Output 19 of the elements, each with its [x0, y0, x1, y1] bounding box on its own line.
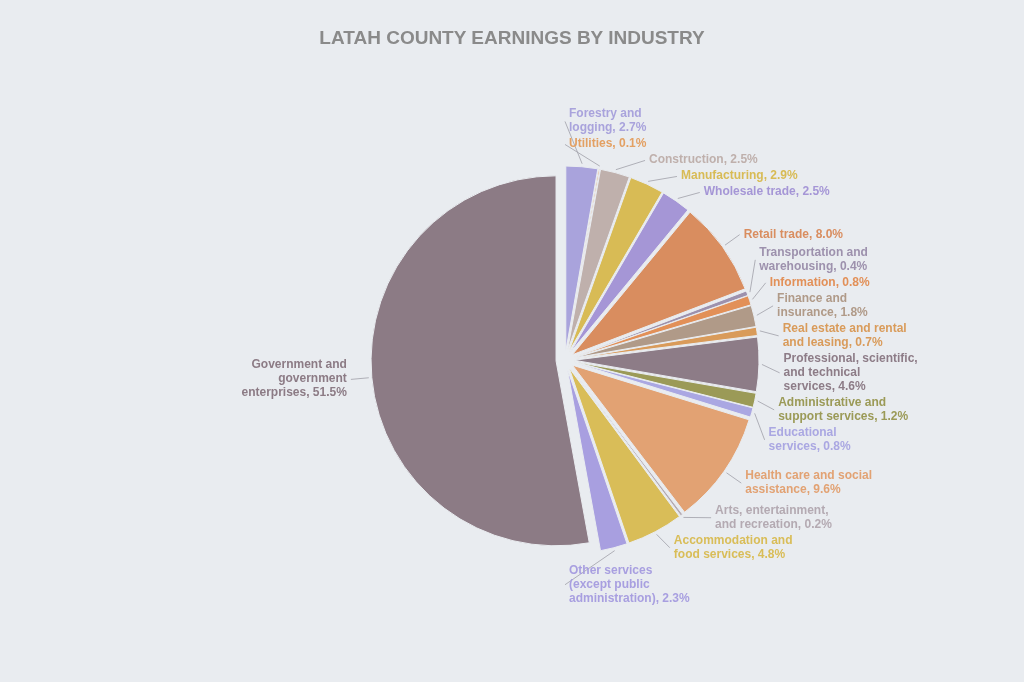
slice-label: Transportation and warehousing, 0.4%	[758, 244, 868, 273]
slice-label: Construction, 2.5%	[649, 152, 759, 167]
slice-label: Arts, entertainment, and recreation, 0.2%	[715, 502, 833, 531]
slice-label: Professional, scientific, and technical services, 4.6%	[783, 350, 918, 393]
slice-label: Finance and insurance, 1.8%	[777, 290, 869, 319]
slice-label: Health care and social assistance, 9.6%	[745, 468, 873, 497]
slice-label: Administrative and support services, 1.2%	[778, 394, 909, 423]
slice-label: Real estate and rental and leasing, 0.7%	[782, 320, 907, 349]
slice-label: Retail trade, 8.0%	[743, 226, 844, 241]
slice-label: Other services (except public administration), 2.3%	[569, 562, 691, 605]
slice-label: Government and government enterprises, 51.5%	[241, 357, 348, 400]
chart-title: LATAH COUNTY EARNINGS BY INDUSTRY	[319, 27, 705, 48]
slice-label: Accommodation and food services, 4.8%	[673, 532, 793, 561]
slice-label: Forestry and logging, 2.7%	[569, 106, 647, 135]
slice-label: Information, 0.8%	[769, 274, 871, 289]
slice-label: Wholesale trade, 2.5%	[703, 184, 831, 199]
slice-label: Utilities, 0.1%	[569, 136, 647, 151]
slice-label: Educational services, 0.8%	[768, 424, 852, 453]
slice-label: Manufacturing, 2.9%	[680, 168, 798, 183]
